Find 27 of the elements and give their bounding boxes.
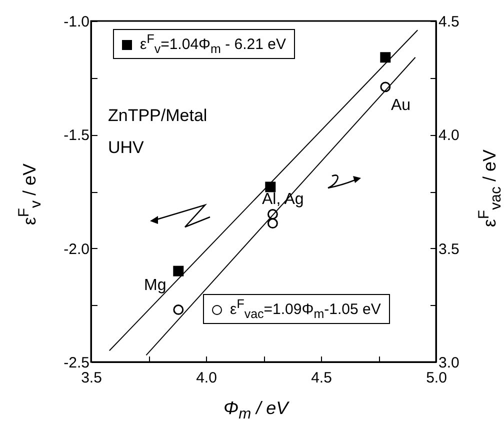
x-axis-title: Φ$_{m}$ / eV [224, 398, 288, 423]
point [265, 182, 276, 192]
point [380, 82, 391, 92]
y2-tick-label: 4.5 [438, 14, 460, 30]
annotation: Mg [144, 277, 166, 295]
y-tick-label: -2.5 [64, 354, 90, 372]
y2-tick-label: 3.5 [438, 240, 460, 258]
annotation: UHV [108, 138, 144, 158]
y2-tick-label: 3.0 [438, 354, 460, 372]
x-tick-label: 4.5 [311, 370, 332, 386]
y-tick-label: -1.0 [64, 14, 90, 30]
annotation: Al, Ag [262, 191, 304, 209]
point [267, 209, 278, 220]
x-tick-label: 3.5 [81, 370, 102, 386]
point [173, 266, 184, 276]
legend-label: ε$^{F}$$_{v}$=1.04Φ$_{m}$ - 6.21 eV [113, 29, 295, 59]
y2-tick-label: 4.0 [438, 127, 460, 144]
y-tick-label: -2.0 [64, 240, 90, 258]
y-tick-label: -1.5 [64, 127, 90, 144]
point [267, 218, 278, 229]
x-tick-label: 5.0 [426, 370, 447, 386]
point [173, 304, 184, 315]
legend-label: ε$^{F}$$_{vac}$=1.09Φ$_{m}$-1.05 eV [203, 294, 390, 324]
x-tick-label: 4.0 [196, 370, 217, 386]
annotation: Au [391, 97, 411, 115]
point [380, 52, 391, 63]
annotation: ZnTPP/Metal [108, 106, 208, 126]
